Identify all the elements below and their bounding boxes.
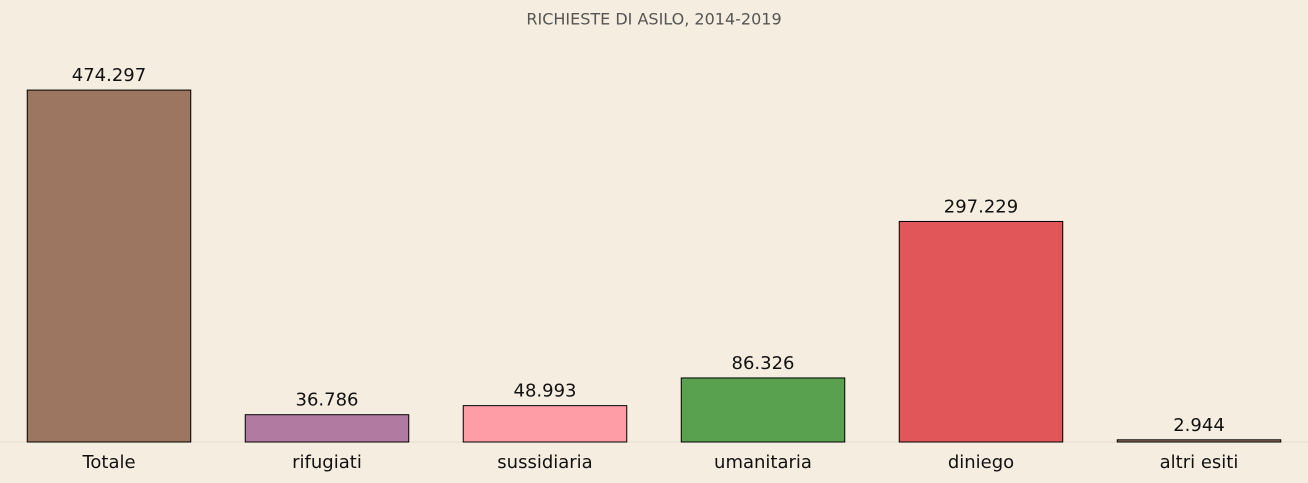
value-label: 297.229 xyxy=(944,196,1018,217)
value-label: 36.786 xyxy=(296,390,359,411)
x-tick-label: umanitaria xyxy=(714,452,812,473)
bar xyxy=(680,377,846,443)
x-tick-label: altri esiti xyxy=(1160,452,1239,473)
x-tick-label: rifugiati xyxy=(292,452,362,473)
value-label: 48.993 xyxy=(514,381,577,402)
x-tick-label: sussidiaria xyxy=(497,452,592,473)
x-tick-label: diniego xyxy=(948,452,1014,473)
x-tick-label: Totale xyxy=(81,452,135,473)
bar xyxy=(898,220,1064,443)
bar xyxy=(462,405,628,443)
bar xyxy=(26,89,192,443)
value-label: 86.326 xyxy=(732,353,795,374)
bar xyxy=(244,414,410,443)
chart-title: RICHIESTE DI ASILO, 2014-2019 xyxy=(526,10,781,29)
value-label: 2.944 xyxy=(1173,415,1225,436)
value-label: 474.297 xyxy=(72,65,146,86)
bar xyxy=(1116,439,1282,443)
